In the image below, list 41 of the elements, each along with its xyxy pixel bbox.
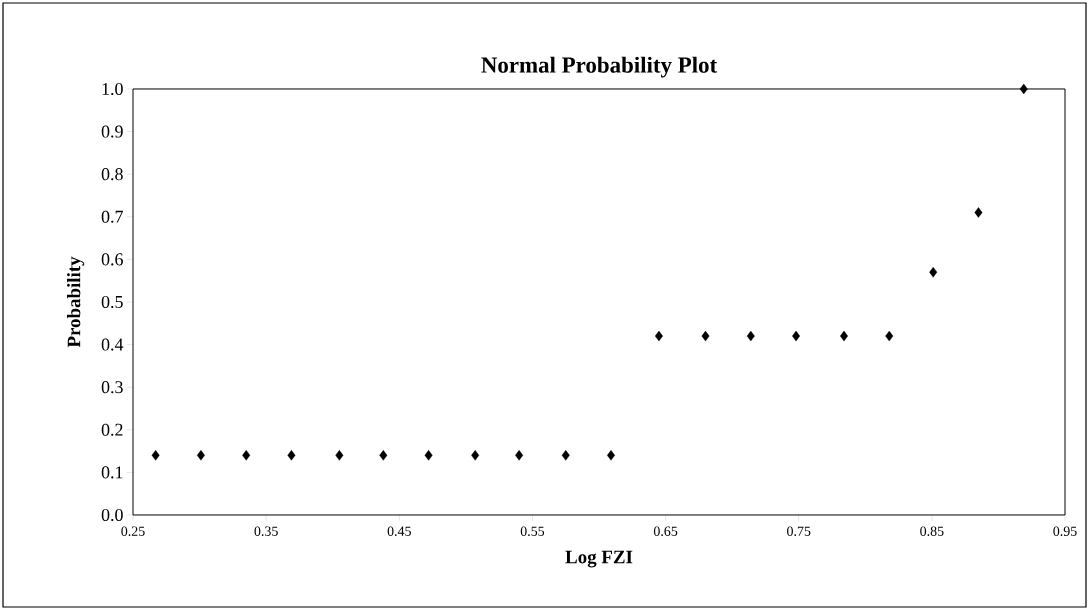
y-axis-title: Probability	[67, 256, 85, 348]
y-tick-label: 0.7	[101, 210, 123, 223]
point	[929, 266, 938, 278]
point	[424, 450, 433, 461]
x-tick-label: 0.95	[1053, 526, 1077, 536]
x-tick-label: 0.25	[121, 526, 145, 536]
x-tick-label: 0.55	[520, 526, 545, 536]
point	[471, 450, 480, 461]
point	[242, 450, 251, 461]
x-tick-label: 0.65	[653, 526, 678, 536]
point	[335, 450, 344, 461]
x-tick-label: 0.45	[387, 526, 411, 536]
point	[974, 207, 983, 218]
y-tick-label: 0.9	[101, 125, 123, 138]
y-tick-label: 0.5	[101, 295, 123, 309]
x-tick-label: 0.75	[787, 526, 811, 536]
point	[746, 330, 755, 342]
point	[885, 330, 894, 342]
point	[561, 450, 570, 461]
point	[151, 450, 160, 461]
point	[701, 330, 710, 342]
y-tick-label: 0.8	[101, 168, 123, 181]
point	[379, 450, 388, 461]
point	[287, 450, 296, 461]
y-tick-label: 0.6	[101, 253, 123, 266]
point	[654, 330, 663, 342]
y-tick-label: 0.2	[101, 423, 123, 436]
y-tick-label: 1.0	[102, 82, 123, 96]
y-tick-label: 0.4	[101, 338, 124, 351]
chart-title: Normal Probability Plot	[481, 56, 718, 78]
point	[1019, 83, 1028, 95]
point	[792, 330, 801, 342]
y-tick-label: 0.0	[101, 508, 123, 522]
point	[515, 450, 524, 461]
point	[196, 450, 205, 461]
x-axis-title: Log FZI	[565, 550, 633, 568]
point	[607, 450, 615, 461]
x-tick-label: 0.35	[254, 526, 278, 536]
x-tick-label: 0.85	[920, 526, 944, 536]
y-tick-label: 0.1	[101, 466, 123, 479]
y-tick-label: 0.3	[101, 381, 123, 394]
